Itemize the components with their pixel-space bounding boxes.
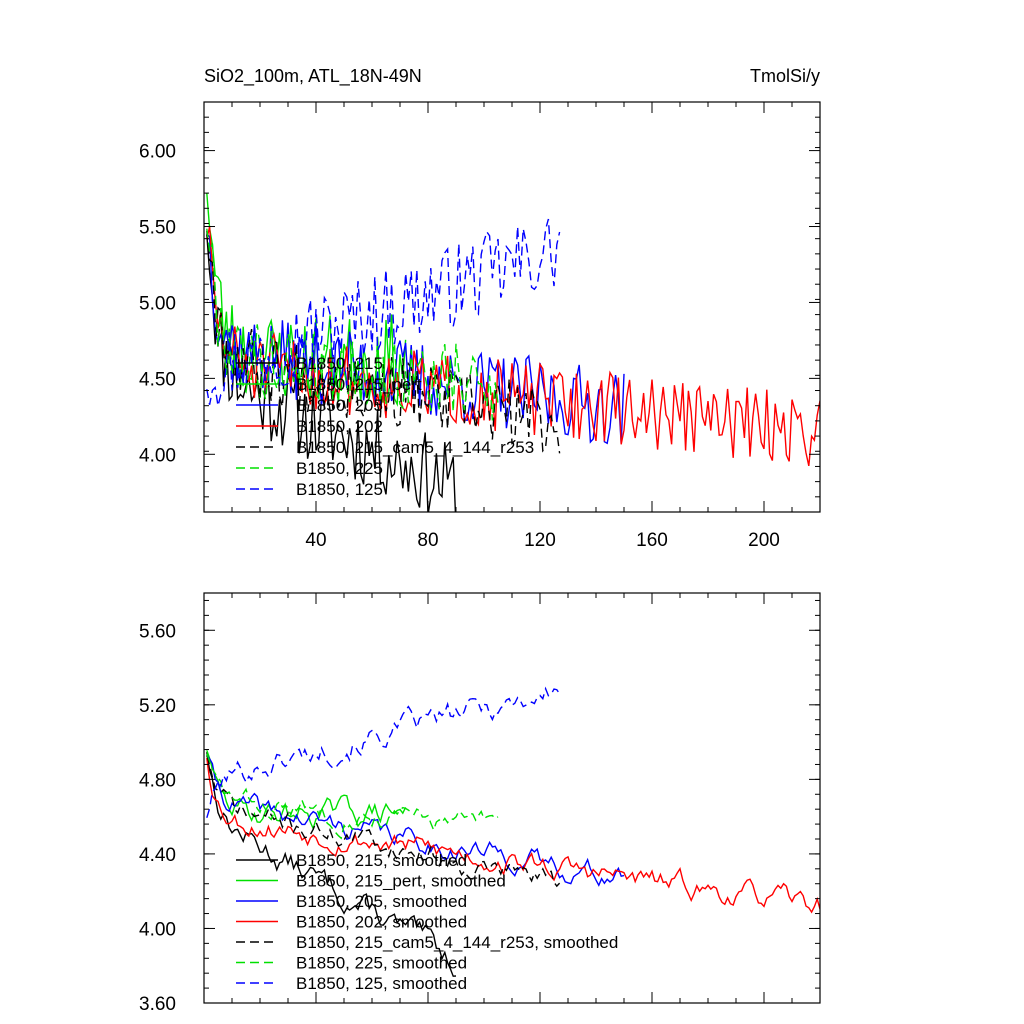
top-chart-units: TmolSi/y xyxy=(750,66,820,86)
y-tick-label: 4.50 xyxy=(139,369,176,390)
series-line-7 xyxy=(206,218,561,407)
series-line-1 xyxy=(206,751,457,977)
legend-label: B1850, 205 xyxy=(296,396,383,415)
y-tick-label: 5.60 xyxy=(139,621,176,642)
y-tick-label: 3.60 xyxy=(139,994,176,1015)
legend-label: B1850, 225, smoothed xyxy=(296,954,467,973)
y-tick-label: 4.00 xyxy=(139,445,176,466)
y-tick-label: 4.80 xyxy=(139,770,176,791)
y-tick-label: 5.20 xyxy=(139,696,176,717)
bottom-chart-panel: B1850, 215, smoothed B1850, 215_pert, smo… xyxy=(139,592,821,1015)
legend-label: B1850, 205, smoothed xyxy=(296,892,467,911)
series-line-6 xyxy=(206,753,499,840)
y-tick-label: 4.40 xyxy=(139,845,176,866)
legend-label: B1850, 225 xyxy=(296,459,383,478)
top-chart-title: SiO2_100m, ATL_18N-49N xyxy=(204,66,422,87)
legend-label: B1850, 215 xyxy=(296,354,383,373)
series-line-2 xyxy=(206,750,407,831)
legend-label: B1850, 215, smoothed xyxy=(296,851,467,870)
x-tick-label: 80 xyxy=(417,530,438,551)
y-tick-label: 4.00 xyxy=(139,919,176,940)
x-tick-label: 160 xyxy=(636,530,668,551)
legend-label: B1850, 125, smoothed xyxy=(296,974,467,993)
x-tick-label: 40 xyxy=(305,530,326,551)
legend-label: B1850, 215_pert xyxy=(296,375,422,394)
top-chart-panel: SiO2_100m, ATL_18N-49N TmolSi/y B1850, 2… xyxy=(139,66,821,551)
series-line-4 xyxy=(206,757,820,914)
legend-label: B1850, 125 xyxy=(296,480,383,499)
legend-label: B1850, 215_cam5_4_144_r253, smoothed xyxy=(296,933,618,952)
series-line-7 xyxy=(206,686,561,819)
x-tick-label: 120 xyxy=(524,530,556,551)
legend-label: B1850, 202, smoothed xyxy=(296,913,467,932)
legend-label: B1850, 215_pert, smoothed xyxy=(296,872,506,891)
y-tick-label: 6.00 xyxy=(139,142,176,163)
x-tick-label: 200 xyxy=(748,530,780,551)
y-tick-label: 5.50 xyxy=(139,218,176,239)
series-line-5 xyxy=(206,755,561,888)
legend-label: B1850, 202 xyxy=(296,417,383,436)
series-line-4 xyxy=(206,226,820,467)
y-tick-label: 5.00 xyxy=(139,293,176,314)
legend-label: B1850, 215_cam5_4_144_r253 xyxy=(296,438,534,457)
